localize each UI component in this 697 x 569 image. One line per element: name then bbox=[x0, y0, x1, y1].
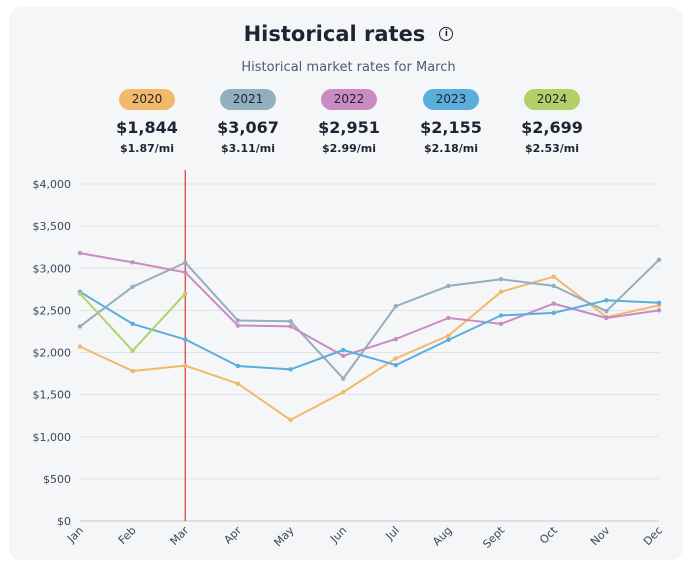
data-point-2022 bbox=[183, 270, 188, 275]
data-point-2024 bbox=[77, 291, 83, 296]
data-point-2022 bbox=[340, 353, 346, 359]
x-tick-label: May bbox=[271, 524, 297, 550]
data-point-2022 bbox=[446, 315, 451, 321]
legend-total-2022: $2,951 bbox=[318, 118, 380, 137]
data-point-2024 bbox=[183, 291, 188, 296]
legend-total-2023: $2,155 bbox=[420, 118, 482, 137]
data-point-2021 bbox=[393, 303, 399, 309]
legend-per-mile-2022: $2.99/mi bbox=[321, 142, 377, 155]
data-point-2020 bbox=[551, 274, 556, 279]
title-row: Historical rates i bbox=[0, 22, 697, 46]
data-point-2022 bbox=[551, 301, 556, 306]
data-point-2021 bbox=[130, 284, 135, 289]
data-point-2021 bbox=[340, 376, 346, 381]
legend-per-mile-2023: $2.18/mi bbox=[423, 142, 479, 155]
legend-total-2020: $1,844 bbox=[116, 118, 178, 137]
data-point-2021 bbox=[77, 324, 83, 329]
data-point-2022 bbox=[393, 336, 399, 342]
chart-subtitle: Historical market rates for March bbox=[241, 60, 456, 75]
data-point-2023 bbox=[551, 310, 556, 316]
x-tick-label: Feb bbox=[116, 524, 139, 547]
x-tick-label: Apr bbox=[221, 524, 244, 547]
data-point-2020 bbox=[340, 389, 346, 395]
legend-item-2022[interactable]: 2022 $2,951 $2.99/mi bbox=[294, 88, 404, 155]
data-point-2022 bbox=[77, 250, 83, 256]
x-tick-label: Jun bbox=[327, 524, 349, 546]
data-point-2020 bbox=[393, 356, 399, 361]
legend-per-mile-2021: $3.11/mi bbox=[220, 142, 276, 155]
data-point-2020 bbox=[130, 368, 135, 374]
data-point-2023 bbox=[235, 363, 241, 369]
legend-per-mile-2020: $1.87/mi bbox=[119, 142, 175, 155]
data-point-2022 bbox=[130, 260, 135, 265]
legend-per-mile-2024: $2.53/mi bbox=[524, 142, 580, 155]
legend-item-2020[interactable]: 2020 $1,844 $1.87/mi bbox=[92, 88, 202, 155]
legend-item-2024[interactable]: 2024 $2,699 $2.53/mi bbox=[497, 88, 607, 155]
data-point-2021 bbox=[446, 283, 451, 289]
legend-pill-2021[interactable]: 2021 bbox=[220, 89, 276, 110]
y-tick-label: $2,000 bbox=[33, 347, 72, 360]
data-point-2022 bbox=[656, 308, 662, 313]
data-point-2021 bbox=[235, 318, 241, 323]
legend-item-2023[interactable]: 2023 $2,155 $2.18/mi bbox=[396, 88, 506, 155]
x-tick-label: Mar bbox=[168, 524, 192, 548]
legend-pill-2020[interactable]: 2020 bbox=[119, 89, 175, 110]
data-point-2023 bbox=[604, 298, 609, 303]
data-point-2021 bbox=[183, 260, 188, 265]
data-point-2023 bbox=[183, 337, 188, 342]
y-tick-label: $4,000 bbox=[33, 178, 72, 191]
chart-title: Historical rates bbox=[243, 22, 426, 46]
data-point-2020 bbox=[235, 381, 241, 386]
x-tick-label: Sept bbox=[480, 523, 507, 550]
data-point-2021 bbox=[604, 309, 609, 314]
data-point-2023 bbox=[288, 367, 293, 372]
y-tick-label: $3,500 bbox=[33, 220, 72, 233]
y-tick-label: $2,500 bbox=[33, 304, 72, 317]
x-tick-label: Dec bbox=[641, 524, 665, 548]
data-point-2021 bbox=[498, 277, 504, 282]
y-tick-label: $3,000 bbox=[33, 262, 72, 275]
y-tick-label: $500 bbox=[43, 473, 71, 486]
series-line-2021 bbox=[79, 259, 660, 380]
info-icon[interactable]: i bbox=[439, 27, 454, 41]
data-point-2024 bbox=[130, 348, 135, 354]
series-line-2023 bbox=[79, 290, 660, 371]
data-point-2023 bbox=[446, 337, 451, 343]
data-point-2020 bbox=[446, 333, 451, 338]
data-point-2022 bbox=[288, 324, 293, 329]
data-point-2021 bbox=[656, 257, 662, 263]
x-tick-label: Aug bbox=[430, 524, 454, 548]
series-line-2022 bbox=[79, 252, 660, 357]
data-point-2021 bbox=[288, 319, 293, 324]
data-point-2023 bbox=[340, 347, 346, 353]
x-tick-label: Jul bbox=[383, 524, 402, 543]
legend-total-2021: $3,067 bbox=[217, 118, 279, 137]
data-point-2023 bbox=[498, 313, 504, 318]
data-point-2020 bbox=[288, 417, 293, 423]
y-tick-label: $0 bbox=[57, 515, 71, 528]
data-point-2020 bbox=[77, 344, 83, 349]
x-tick-label: Oct bbox=[537, 523, 560, 546]
legend-item-2021[interactable]: 2021 $3,067 $3.11/mi bbox=[193, 88, 303, 155]
y-tick-label: $1,500 bbox=[33, 389, 72, 402]
legend-pill-2022[interactable]: 2022 bbox=[321, 89, 377, 110]
data-point-2022 bbox=[604, 315, 609, 321]
data-point-2022 bbox=[498, 321, 504, 327]
series-line-2020 bbox=[79, 275, 660, 421]
data-point-2020 bbox=[183, 363, 188, 368]
data-point-2021 bbox=[551, 283, 556, 289]
data-point-2022 bbox=[235, 323, 241, 328]
legend-pill-2024[interactable]: 2024 bbox=[524, 89, 580, 110]
data-point-2020 bbox=[498, 289, 504, 295]
x-tick-label: Nov bbox=[588, 524, 613, 549]
data-point-2023 bbox=[130, 321, 135, 327]
data-point-2023 bbox=[393, 362, 399, 368]
legend-total-2024: $2,699 bbox=[521, 118, 583, 137]
data-point-2023 bbox=[656, 300, 662, 305]
y-tick-label: $1,000 bbox=[33, 431, 72, 444]
legend-pill-2023[interactable]: 2023 bbox=[423, 89, 479, 110]
